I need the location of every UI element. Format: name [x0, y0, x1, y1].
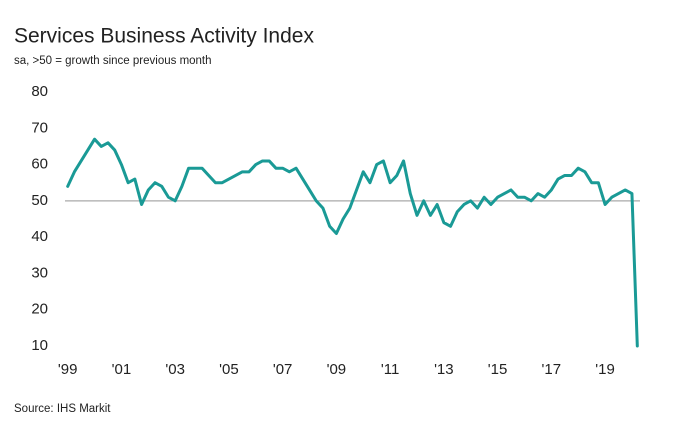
- data-line: [66, 137, 639, 348]
- x-tick-label: '13: [434, 361, 454, 378]
- x-tick-label: '05: [219, 361, 239, 378]
- source: Source: IHS Markit: [14, 403, 111, 415]
- chart-subtitle: sa, >50 = growth since previous month: [14, 55, 212, 67]
- y-tick-label: 60: [31, 156, 48, 173]
- x-tick-label: '01: [112, 361, 132, 378]
- y-tick-label: 10: [31, 337, 48, 354]
- y-tick-label: 20: [31, 301, 48, 318]
- x-tick-label: '11: [381, 361, 399, 378]
- x-tick-label: '07: [273, 361, 293, 378]
- y-tick-label: 40: [31, 228, 48, 245]
- x-tick-label: '15: [488, 361, 508, 378]
- y-tick-label: 30: [31, 264, 48, 281]
- x-tick-label: '03: [165, 361, 185, 378]
- y-tick-label: 70: [31, 119, 48, 136]
- chart-title: Services Business Activity Index: [14, 25, 314, 48]
- y-tick-label: 80: [31, 83, 48, 100]
- x-tick-label: '99: [58, 361, 78, 378]
- x-tick-label: '09: [327, 361, 347, 378]
- x-tick-label: '19: [595, 361, 615, 378]
- y-tick-label: 50: [31, 192, 48, 209]
- x-tick-label: '17: [542, 361, 562, 378]
